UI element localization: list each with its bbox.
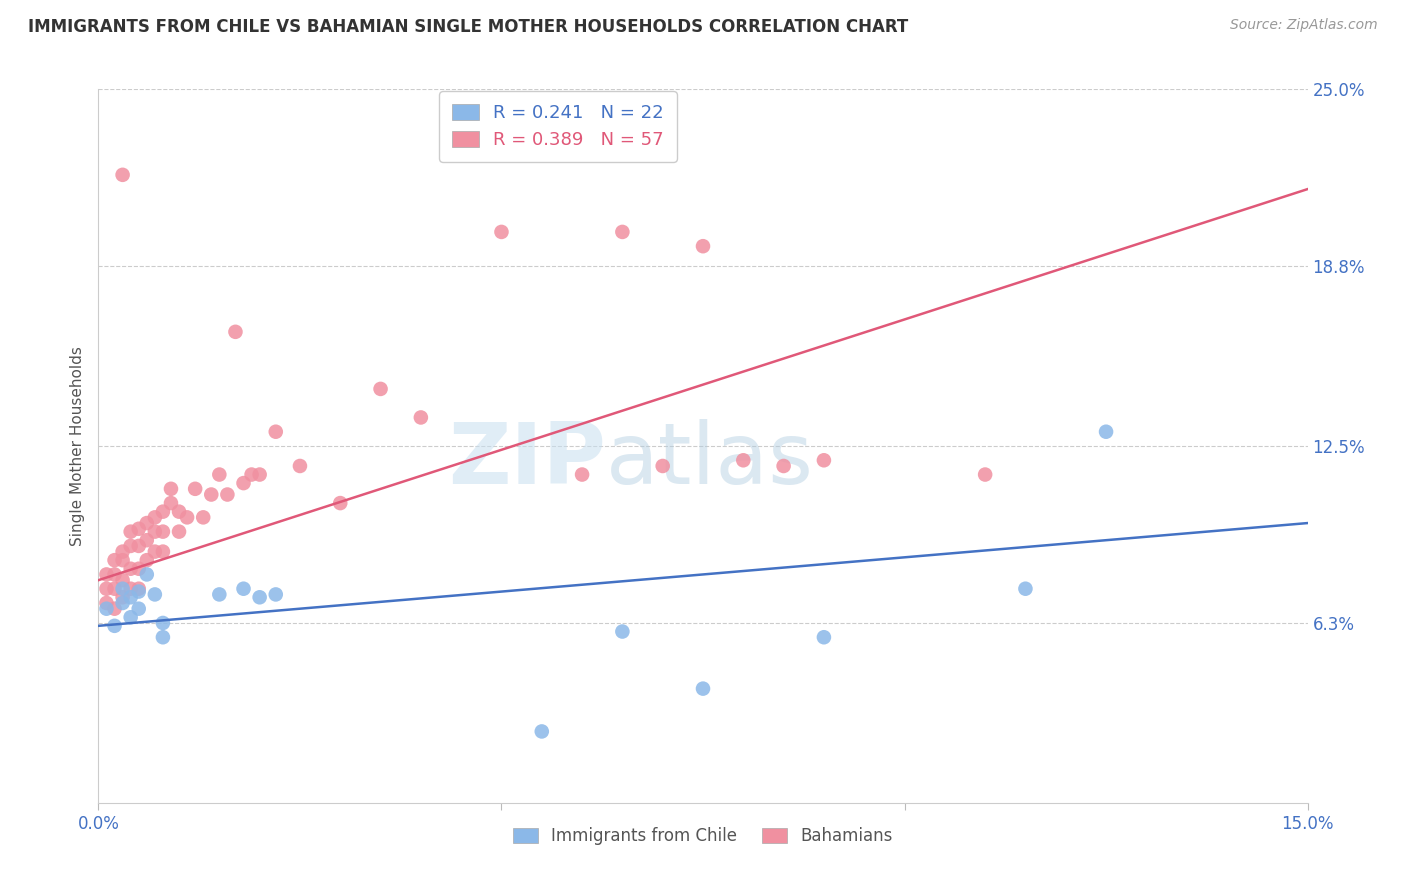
Point — [167, 505, 190, 519]
Point — [96, 596, 118, 610]
Point — [103, 553, 125, 567]
Point — [974, 467, 997, 482]
Point — [96, 601, 118, 615]
Point — [224, 325, 246, 339]
Point — [208, 587, 231, 601]
Point — [135, 567, 157, 582]
Point — [240, 467, 263, 482]
Point — [612, 624, 634, 639]
Point — [232, 476, 254, 491]
Text: ZIP: ZIP — [449, 418, 606, 502]
Point — [111, 168, 134, 182]
Point — [813, 630, 835, 644]
Text: IMMIGRANTS FROM CHILE VS BAHAMIAN SINGLE MOTHER HOUSEHOLDS CORRELATION CHART: IMMIGRANTS FROM CHILE VS BAHAMIAN SINGLE… — [28, 18, 908, 36]
Point — [232, 582, 254, 596]
Point — [733, 453, 755, 467]
Y-axis label: Single Mother Households: Single Mother Households — [69, 346, 84, 546]
Point — [772, 458, 794, 473]
Legend: Immigrants from Chile, Bahamians: Immigrants from Chile, Bahamians — [506, 821, 900, 852]
Point — [143, 544, 166, 558]
Point — [128, 601, 150, 615]
Point — [329, 496, 352, 510]
Point — [530, 724, 553, 739]
Text: Source: ZipAtlas.com: Source: ZipAtlas.com — [1230, 18, 1378, 32]
Point — [103, 619, 125, 633]
Point — [128, 582, 150, 596]
Point — [193, 510, 215, 524]
Point — [111, 582, 134, 596]
Point — [612, 225, 634, 239]
Point — [491, 225, 513, 239]
Point — [813, 453, 835, 467]
Point — [184, 482, 207, 496]
Point — [103, 582, 125, 596]
Point — [96, 582, 118, 596]
Point — [111, 553, 134, 567]
Point — [96, 567, 118, 582]
Point — [208, 467, 231, 482]
Point — [128, 539, 150, 553]
Point — [264, 587, 287, 601]
Point — [409, 410, 432, 425]
Point — [120, 539, 142, 553]
Point — [152, 630, 174, 644]
Point — [160, 496, 183, 510]
Point — [249, 591, 271, 605]
Point — [120, 524, 142, 539]
Point — [135, 516, 157, 530]
Point — [111, 544, 134, 558]
Point — [249, 467, 271, 482]
Point — [692, 239, 714, 253]
Point — [200, 487, 222, 501]
Point — [128, 522, 150, 536]
Point — [120, 562, 142, 576]
Point — [111, 596, 134, 610]
Point — [103, 601, 125, 615]
Point — [152, 505, 174, 519]
Point — [111, 573, 134, 587]
Point — [135, 553, 157, 567]
Point — [152, 615, 174, 630]
Point — [152, 544, 174, 558]
Point — [651, 458, 673, 473]
Point — [1014, 582, 1036, 596]
Point — [288, 458, 311, 473]
Point — [176, 510, 198, 524]
Point — [120, 591, 142, 605]
Point — [1095, 425, 1118, 439]
Point — [128, 584, 150, 599]
Point — [143, 587, 166, 601]
Point — [120, 610, 142, 624]
Point — [135, 533, 157, 548]
Point — [167, 524, 190, 539]
Point — [152, 524, 174, 539]
Point — [160, 482, 183, 496]
Point — [111, 591, 134, 605]
Text: atlas: atlas — [606, 418, 814, 502]
Point — [143, 524, 166, 539]
Point — [571, 467, 593, 482]
Point — [143, 510, 166, 524]
Point — [217, 487, 239, 501]
Point — [128, 562, 150, 576]
Point — [370, 382, 392, 396]
Point — [692, 681, 714, 696]
Point — [120, 582, 142, 596]
Point — [103, 567, 125, 582]
Point — [264, 425, 287, 439]
